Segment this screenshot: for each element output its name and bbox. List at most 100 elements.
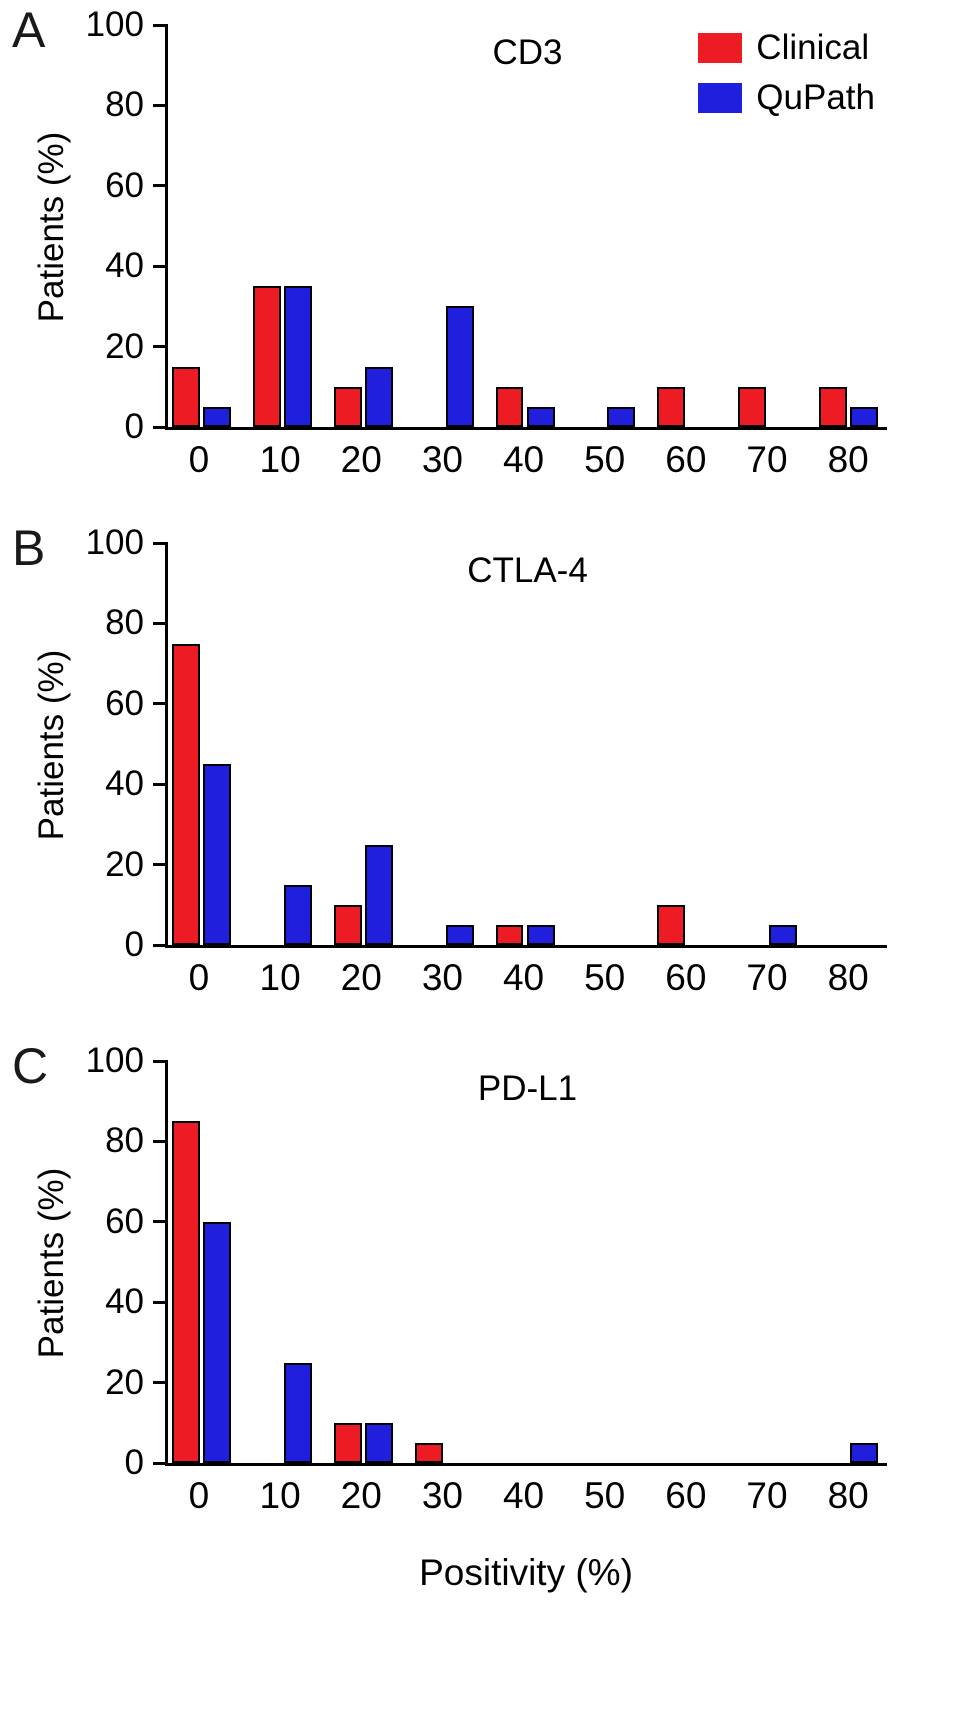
- y-tick-label: 60: [105, 683, 144, 723]
- x-tick-label: 50: [584, 1475, 626, 1516]
- chart-title: CTLA-4: [467, 551, 588, 590]
- y-tick-label: 0: [124, 925, 144, 964]
- bar-clinical-70: [738, 386, 766, 427]
- x-tick-label: 50: [584, 957, 626, 998]
- panel-letter-c: C: [12, 1038, 49, 1094]
- x-tick-label: 60: [665, 439, 707, 480]
- bar-qupath-10: [284, 1362, 313, 1463]
- y-tick-label: 100: [85, 523, 144, 562]
- bar-clinical-60: [657, 904, 686, 945]
- y-axis-label: Patients (%): [32, 649, 71, 841]
- x-tick-label: 80: [827, 439, 869, 480]
- x-tick-label: 20: [340, 1475, 382, 1516]
- y-tick-mark: [153, 23, 168, 27]
- x-tick-label: 70: [746, 957, 788, 998]
- y-tick-mark: [153, 782, 168, 786]
- bar-qupath-10: [284, 884, 313, 945]
- bar-qupath-50: [607, 406, 636, 427]
- y-tick-label: 80: [105, 85, 144, 125]
- y-tick-mark: [153, 1300, 168, 1304]
- plot-area: PD-L1 0 20 40 60 80 100: [86, 1042, 887, 1482]
- x-tick-label: 20: [340, 439, 382, 480]
- chart-title: PD-L1: [477, 1069, 578, 1108]
- y-tick-mark: [153, 264, 168, 268]
- x-tick-label: 70: [746, 1475, 788, 1516]
- bar-clinical-40: [495, 386, 524, 427]
- bar-qupath-20: [365, 366, 393, 427]
- x-tick-label: 60: [665, 1475, 707, 1516]
- x-tick-label: 0: [188, 1475, 210, 1516]
- y-tick-label: 40: [105, 246, 144, 286]
- qupath-color-swatch: [698, 83, 743, 113]
- chart-title: CD3: [492, 33, 563, 72]
- bar-clinical-80: [818, 386, 847, 427]
- y-tick-mark: [153, 1220, 168, 1224]
- y-tick-mark: [153, 1059, 168, 1063]
- y-axis-label: Patients (%): [32, 131, 71, 323]
- x-tick-label: 10: [259, 1475, 301, 1516]
- y-tick-label: 100: [85, 5, 144, 44]
- x-tick-label: 60: [665, 957, 707, 998]
- x-tick-label: 0: [188, 957, 210, 998]
- bar-qupath-0: [203, 764, 232, 945]
- bar-clinical-20: [333, 1422, 362, 1463]
- y-tick-label: 0: [124, 1443, 144, 1482]
- x-tick-label: 20: [340, 957, 382, 998]
- legend-item-clinical: Clinical: [698, 29, 875, 67]
- bar-clinical-0: [172, 1121, 201, 1463]
- x-axis-label: Positivity (%): [419, 1552, 633, 1593]
- bar-clinical-0: [172, 366, 201, 427]
- x-tick-label: 80: [827, 1475, 869, 1516]
- panel-a: A Patients (%) CD3 Clinical QuPath 0 20 40…: [0, 0, 969, 518]
- bar-clinical-60: [657, 386, 686, 427]
- y-tick-label: 20: [105, 326, 144, 366]
- y-tick-mark: [153, 702, 168, 706]
- bar-qupath-30: [445, 924, 474, 945]
- y-tick-mark: [153, 621, 168, 625]
- y-tick-mark: [153, 1461, 168, 1465]
- bar-qupath-40: [526, 924, 555, 945]
- clinical-color-swatch: [698, 33, 743, 63]
- plot-area: CTLA-4 0 20 40 60 80 100: [86, 524, 887, 964]
- panel-letter-a: A: [12, 2, 46, 58]
- bar-qupath-30: [445, 306, 474, 427]
- bar-qupath-80: [849, 1442, 878, 1463]
- y-tick-label: 20: [105, 844, 144, 884]
- x-tick-label: 40: [502, 439, 545, 480]
- y-tick-mark: [153, 863, 168, 867]
- y-tick-label: 20: [105, 1362, 144, 1402]
- legend-item-qupath: QuPath: [698, 79, 875, 117]
- legend-label-qupath: QuPath: [756, 78, 875, 117]
- x-tick-label: 40: [502, 957, 545, 998]
- x-tick-label: 40: [502, 1475, 545, 1516]
- y-tick-label: 60: [105, 1201, 144, 1241]
- x-axis-ticks: 0 10 20 30 40 50 60 70 80: [165, 436, 887, 482]
- y-tick-mark: [153, 103, 168, 107]
- y-tick-label: 40: [105, 1282, 144, 1322]
- y-tick-mark: [153, 541, 168, 545]
- y-tick-label: 100: [85, 1041, 144, 1080]
- bar-qupath-40: [526, 406, 555, 427]
- y-tick-label: 60: [105, 165, 144, 205]
- y-tick-label: 0: [124, 407, 144, 446]
- x-tick-label: 30: [421, 957, 463, 998]
- bar-qupath-20: [365, 844, 393, 945]
- y-tick-label: 40: [105, 764, 144, 804]
- x-tick-label: 30: [421, 439, 463, 480]
- x-tick-label: 10: [259, 957, 301, 998]
- bar-qupath-20: [365, 1422, 393, 1463]
- x-axis-ticks: 0 10 20 30 40 50 60 70 80: [165, 954, 887, 1000]
- bar-qupath-0: [203, 1221, 232, 1463]
- legend-label-clinical: Clinical: [756, 28, 870, 67]
- y-tick-mark: [153, 184, 168, 188]
- bar-clinical-20: [333, 904, 362, 945]
- y-axis-label: Patients (%): [32, 1167, 71, 1359]
- panel-c: C Patients (%) PD-L1 0 20 40 60 80 100 0 10 20 3…: [0, 1036, 969, 1722]
- bar-clinical-30: [414, 1442, 443, 1463]
- legend: Clinical QuPath: [698, 29, 875, 129]
- bar-clinical-40: [495, 924, 524, 945]
- y-tick-mark: [153, 1139, 168, 1143]
- bar-clinical-20: [333, 386, 362, 427]
- bar-qupath-10: [284, 286, 313, 427]
